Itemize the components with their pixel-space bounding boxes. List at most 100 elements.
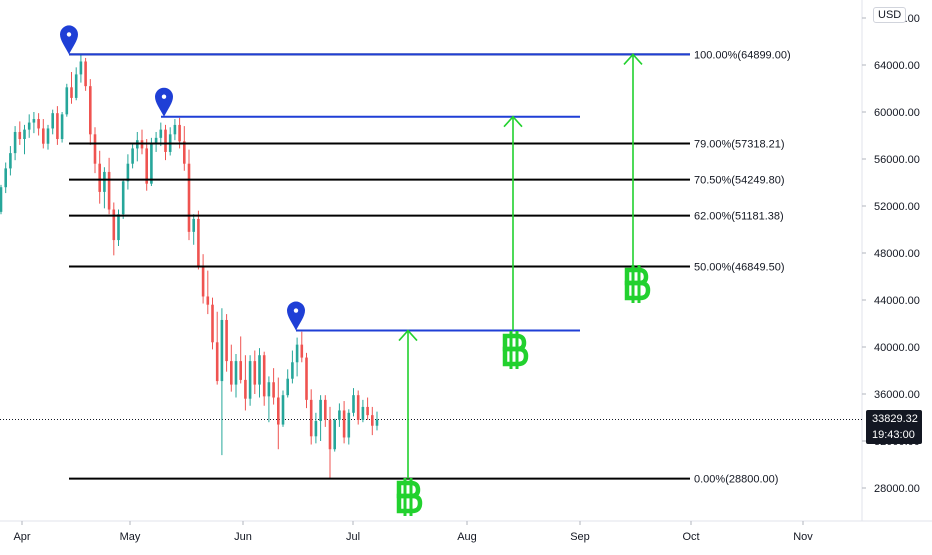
candle-body <box>131 148 134 164</box>
candle-body <box>70 87 73 98</box>
candle-body <box>145 148 148 184</box>
fib-level-label: 62.00%(51181.38) <box>694 211 784 223</box>
candle-body <box>112 209 116 241</box>
currency-label: USD <box>878 9 902 21</box>
candle-body <box>234 361 238 385</box>
y-tick-label: 28000.00 <box>874 483 920 495</box>
bitcoin-icon <box>502 331 529 369</box>
candle-body <box>253 361 257 385</box>
candle-body <box>324 399 327 420</box>
candle-body <box>32 119 36 123</box>
candle-body <box>60 114 64 140</box>
y-tick-label: 40000.00 <box>874 342 920 354</box>
candle-body <box>183 141 186 164</box>
candle-body <box>103 171 106 192</box>
candle-body <box>272 382 275 398</box>
pin-shape <box>60 25 78 55</box>
grid-layer <box>0 0 932 522</box>
pin-shape <box>155 87 173 117</box>
candle-body <box>93 134 97 164</box>
x-tick-label: May <box>120 531 141 543</box>
candle-body <box>159 129 163 138</box>
candle-body <box>319 399 322 422</box>
candle-body <box>4 168 7 188</box>
candle-body <box>150 143 153 184</box>
currency-badge[interactable]: USD <box>873 7 907 23</box>
candle-body <box>23 129 26 140</box>
candle-body <box>277 397 280 425</box>
candle-body <box>371 415 374 426</box>
candle-body <box>220 319 224 382</box>
candle-body <box>173 124 177 135</box>
target-arrow-head <box>503 115 523 128</box>
candle-body <box>46 128 50 144</box>
candle-body <box>305 357 308 400</box>
pin-dot <box>293 308 299 313</box>
candle-body <box>0 187 3 212</box>
candle-body <box>65 87 69 115</box>
candle-body <box>295 344 299 363</box>
candle-body <box>347 412 351 438</box>
x-tick-label: Jul <box>346 531 360 543</box>
candle-body <box>352 395 355 413</box>
candle-body <box>74 74 78 98</box>
candle-body <box>291 362 294 379</box>
location-pin-icon <box>60 25 78 55</box>
fib-levels-layer: 100.00%(64899.00) 79.00%(57318.21) 70.50%(… <box>69 49 791 486</box>
current-price-value: 33829.32 <box>872 413 918 425</box>
y-tick-label: 64000.00 <box>874 60 920 72</box>
candle-body <box>342 410 346 438</box>
candle-body <box>107 171 111 210</box>
bitcoin-lower-loop <box>502 346 529 367</box>
candle-body <box>37 119 40 129</box>
candle-body <box>27 122 31 130</box>
x-tick-label: Apr <box>13 531 30 543</box>
candles-layer <box>0 54 379 479</box>
x-tick-label: Sep <box>570 531 590 543</box>
horizontal-levels-layer <box>69 53 690 332</box>
time-axis: Apr May Jun Jul Aug Sep Oct Nov <box>13 521 813 543</box>
location-pin-icon <box>155 87 173 117</box>
arrows-layer <box>398 53 643 479</box>
countdown-timer: 19:43:00 <box>872 429 915 441</box>
fib-level-label: 70.50%(54249.80) <box>694 175 785 187</box>
candle-body <box>154 137 158 144</box>
candle-body <box>89 86 92 135</box>
pin-shape <box>287 301 305 331</box>
bitcoin-icon <box>396 478 423 516</box>
candle-body <box>338 410 341 420</box>
candle-body <box>366 406 369 416</box>
candle-body <box>9 153 12 169</box>
candle-body <box>309 399 313 437</box>
y-tick-label: 60000.00 <box>874 107 920 119</box>
candle-body <box>13 131 17 154</box>
x-tick-label: Nov <box>793 531 813 543</box>
candle-body <box>42 128 45 144</box>
candle-body <box>361 406 365 420</box>
candle-body <box>18 131 22 140</box>
x-tick-label: Oct <box>682 531 699 543</box>
y-tick-label: 36000.00 <box>874 389 920 401</box>
current-price-badge: 33829.32 19:43:00 <box>866 410 922 444</box>
candle-body <box>192 218 195 232</box>
candle-body <box>178 124 181 142</box>
candle-body <box>187 163 191 232</box>
candle-body <box>258 355 261 385</box>
candle-body <box>121 181 125 215</box>
pin-dot <box>66 32 72 37</box>
candle-body <box>356 395 360 420</box>
y-tick-label: 44000.00 <box>874 295 920 307</box>
bitcoin-icon <box>624 265 651 303</box>
bitcoin-lower-loop <box>624 280 651 301</box>
candle-body <box>267 382 271 397</box>
candle-body <box>300 344 304 358</box>
y-tick-label: 48000.00 <box>874 248 920 260</box>
candle-body <box>248 361 252 399</box>
candle-body <box>262 355 266 397</box>
candle-body <box>333 419 336 450</box>
candle-body <box>375 419 379 426</box>
candle-body <box>117 214 120 241</box>
y-tick-label: 52000.00 <box>874 201 920 213</box>
